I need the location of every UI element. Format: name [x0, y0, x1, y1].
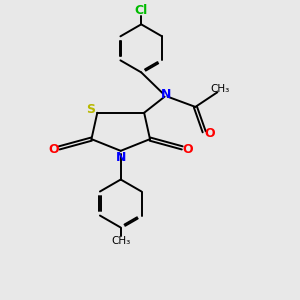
- Text: N: N: [161, 88, 171, 101]
- Text: N: N: [116, 151, 126, 164]
- Text: CH₃: CH₃: [211, 84, 230, 94]
- Text: O: O: [182, 143, 193, 156]
- Text: CH₃: CH₃: [111, 236, 130, 246]
- Text: S: S: [86, 103, 95, 116]
- Text: O: O: [204, 127, 215, 140]
- Text: O: O: [49, 143, 59, 156]
- Text: Cl: Cl: [135, 4, 148, 17]
